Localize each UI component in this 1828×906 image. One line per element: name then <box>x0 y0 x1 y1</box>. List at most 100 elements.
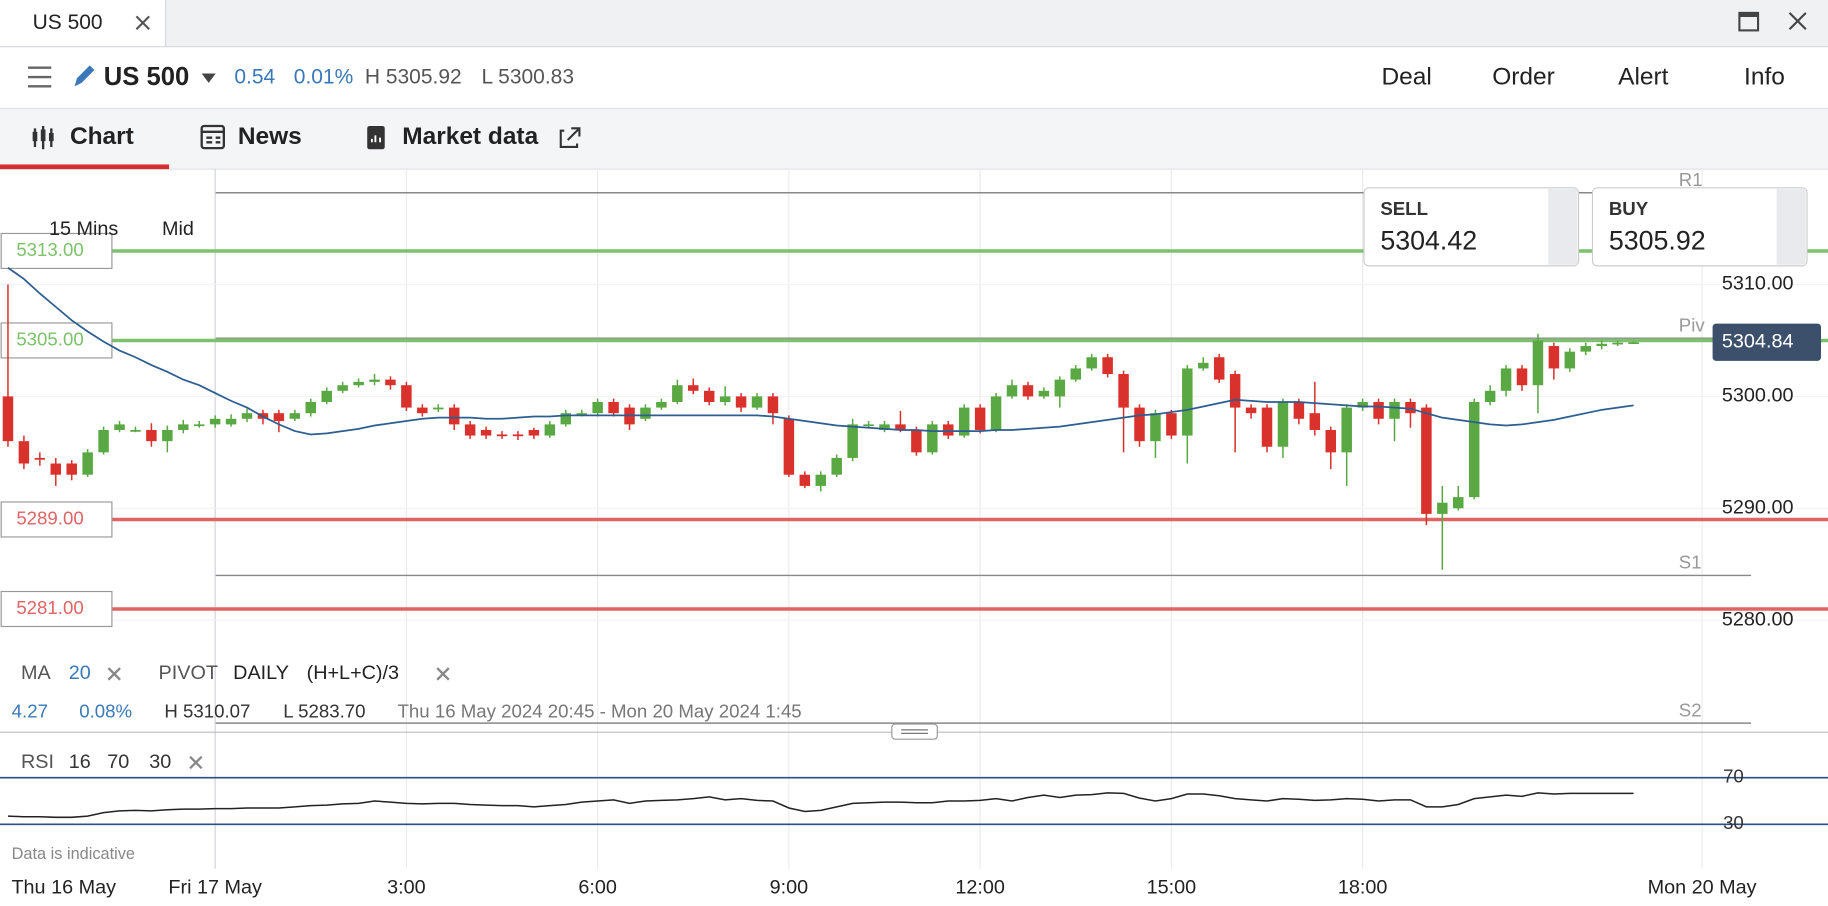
change: 0.54 <box>234 66 275 89</box>
nav-tab[interactable]: Chart <box>70 123 134 150</box>
buy-box[interactable] <box>1591 187 1808 267</box>
close-tab[interactable] <box>135 15 150 30</box>
x-tick-label: 9:00 <box>770 877 809 899</box>
pivot-label: S1 <box>1679 552 1702 573</box>
stat: 4.27 <box>12 700 48 721</box>
stat: 0.08% <box>79 700 132 721</box>
candle-body <box>146 429 157 442</box>
candle-body <box>496 434 508 437</box>
remove[interactable] <box>189 755 203 770</box>
candle-body <box>82 452 93 475</box>
interval[interactable]: 15 Mins <box>49 218 118 240</box>
high: H 5305.92 <box>365 66 462 89</box>
rsi-line <box>7 792 1634 819</box>
stat: H 5310.07 <box>164 700 250 721</box>
pivot-label: Piv <box>1679 314 1706 335</box>
candle-body <box>464 424 476 436</box>
action[interactable]: Alert <box>1618 64 1669 91</box>
candle-body <box>1484 390 1496 402</box>
candle-body <box>1516 368 1528 386</box>
candle-body <box>1038 390 1050 397</box>
candle-body <box>369 379 380 382</box>
rsi-period: 16 <box>69 751 91 773</box>
edit-icon[interactable] <box>74 65 95 87</box>
candle-body <box>337 385 348 391</box>
candle-body <box>528 429 540 436</box>
candle-body <box>225 418 237 425</box>
candle-body <box>193 424 205 427</box>
tab[interactable] <box>0 0 166 47</box>
candle-body <box>18 441 30 464</box>
pivot-label: PIVOT <box>159 662 218 684</box>
candle-body <box>50 463 62 475</box>
level-label: 5281.00 <box>16 597 83 618</box>
candle-body <box>1213 357 1225 380</box>
resize-handle[interactable] <box>891 723 938 740</box>
candle-body <box>767 396 779 414</box>
candle-body <box>1182 368 1193 436</box>
candle-body <box>895 424 906 430</box>
y-tick-label: 5310.00 <box>1722 273 1794 295</box>
candle-body <box>1261 407 1273 447</box>
candle-body <box>1532 340 1544 386</box>
active-underline <box>0 164 170 170</box>
close-window[interactable] <box>1788 12 1807 30</box>
stat: L 5283.70 <box>283 700 365 721</box>
candle-body <box>1086 357 1097 369</box>
candle-body <box>305 401 317 414</box>
action[interactable]: Deal <box>1381 64 1431 91</box>
candle-body <box>1437 502 1448 514</box>
pivot-label: R1 <box>1679 169 1703 190</box>
y-tick-label: 5300.00 <box>1722 385 1794 407</box>
remove[interactable] <box>107 667 121 681</box>
price-type[interactable]: Mid <box>162 218 194 240</box>
price-badge <box>1712 323 1822 361</box>
x-tick-label: Mon 20 May <box>1648 877 1757 899</box>
level-label: 5313.00 <box>16 239 83 260</box>
action[interactable]: Order <box>1492 64 1555 91</box>
candle-body <box>1341 407 1352 453</box>
instrument[interactable]: US 500 <box>104 63 189 91</box>
candle-body <box>1389 401 1400 419</box>
candle-body <box>1468 401 1480 498</box>
candle-body <box>911 429 922 453</box>
news-icon <box>201 130 224 144</box>
candle-body <box>241 413 253 419</box>
candle-body <box>751 396 763 408</box>
candle-body <box>1102 357 1113 375</box>
candle-body <box>417 407 428 414</box>
candle-body <box>1564 351 1576 369</box>
candle-body <box>1596 343 1607 347</box>
rsi-lower: 30 <box>149 751 171 773</box>
remove[interactable] <box>436 667 450 681</box>
ma-period: 20 <box>69 662 91 684</box>
candle-body <box>1229 374 1241 408</box>
pivot-formula: (H+L+C)/3 <box>307 662 399 684</box>
ma-line <box>7 267 1634 436</box>
menu-icon[interactable] <box>27 66 52 88</box>
nav-tab[interactable]: News <box>238 123 302 150</box>
candle-body <box>2 396 14 442</box>
level-box <box>0 590 113 628</box>
candle-body <box>656 401 667 408</box>
candle-body <box>576 413 587 415</box>
action[interactable]: Info <box>1744 64 1785 91</box>
candle-body <box>512 434 524 437</box>
level-label: 5305.00 <box>16 328 83 349</box>
candle-body <box>974 407 986 430</box>
x-tick-label: 3:00 <box>387 877 426 899</box>
rsi-tick-label: 30 <box>1723 812 1744 833</box>
maximize[interactable] <box>1738 11 1760 32</box>
candle-body <box>1373 401 1384 419</box>
y-tick-label: 5280.00 <box>1722 608 1794 630</box>
nav-tab[interactable]: Market data <box>402 123 538 150</box>
candle-body <box>719 396 731 402</box>
candle-body <box>1006 385 1018 397</box>
dropdown-caret[interactable] <box>201 73 216 83</box>
level-box <box>0 322 113 359</box>
sell-price: 5304.42 <box>1380 226 1477 256</box>
sell-box[interactable] <box>1363 187 1580 267</box>
candle-body <box>321 390 332 402</box>
resize-handle <box>901 729 928 734</box>
candle-body <box>1118 374 1129 408</box>
